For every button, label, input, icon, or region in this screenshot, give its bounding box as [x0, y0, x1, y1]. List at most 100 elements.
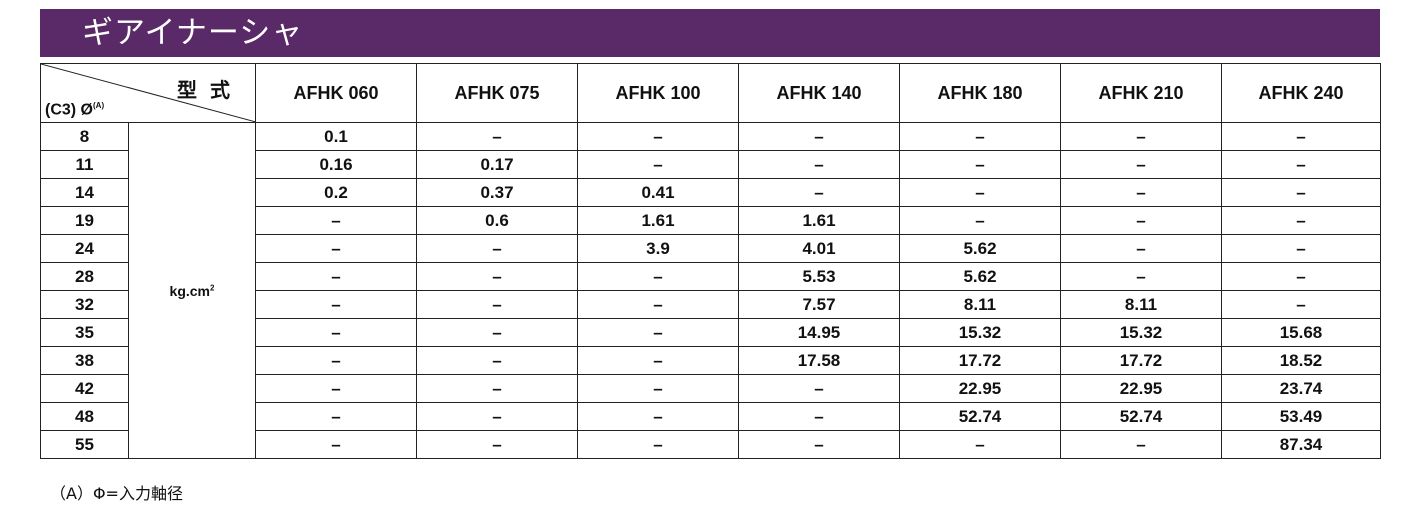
diameter-cell: 11 — [40, 150, 129, 179]
inertia-value-cell: 18.52 — [1221, 346, 1381, 375]
type-label: 型 式 — [177, 78, 233, 102]
table-row: 11 0.16 0.17– – – – – — [40, 150, 1381, 179]
inertia-value-cell: 0.16 — [255, 150, 417, 179]
inertia-value-cell: – — [416, 290, 578, 319]
footnote: （A）Φ=入力軸径 — [50, 484, 183, 503]
inertia-value-cell: – — [255, 430, 417, 459]
inertia-value-cell: – — [255, 234, 417, 263]
model-header: AFHK 075 — [416, 63, 578, 123]
inertia-table: 型 式 (C3) Ø(A) AFHK 060 AFHK 075 AFHK 100… — [40, 63, 1381, 459]
model-header: AFHK 180 — [899, 63, 1061, 123]
diameter-cell: 8 — [40, 122, 129, 151]
inertia-value-cell: 0.1 — [255, 122, 417, 151]
inertia-value-cell: – — [899, 150, 1061, 179]
inertia-value-cell: 15.32 — [1060, 318, 1222, 347]
diagonal-divider — [41, 64, 256, 122]
inertia-value-cell: – — [577, 122, 739, 151]
table-row: 48– – – –52.74 52.74 53.49 — [40, 402, 1381, 431]
diameter-cell: 32 — [40, 290, 129, 319]
inertia-value-cell: – — [899, 206, 1061, 235]
inertia-value-cell: 15.68 — [1221, 318, 1381, 347]
inertia-value-cell: – — [1221, 290, 1381, 319]
inertia-value-cell: 5.53 — [738, 262, 900, 291]
inertia-value-cell: – — [577, 318, 739, 347]
page-title: ギアイナーシャ — [82, 15, 304, 51]
model-header: AFHK 140 — [738, 63, 900, 123]
title-bar: ギアイナーシャ — [40, 9, 1380, 57]
inertia-value-cell: – — [738, 402, 900, 431]
inertia-value-cell: – — [1221, 122, 1381, 151]
model-header: AFHK 210 — [1060, 63, 1222, 123]
inertia-value-cell: – — [255, 346, 417, 375]
inertia-value-cell: – — [255, 318, 417, 347]
corner-header-cell: 型 式 (C3) Ø(A) — [40, 63, 256, 123]
inertia-value-cell: – — [1060, 122, 1222, 151]
inertia-value-cell: – — [1221, 206, 1381, 235]
inertia-value-cell: – — [416, 346, 578, 375]
inertia-value-cell: 1.61 — [577, 206, 739, 235]
inertia-value-cell: – — [738, 150, 900, 179]
inertia-value-cell: – — [255, 206, 417, 235]
inertia-value-cell: 0.6 — [416, 206, 578, 235]
inertia-value-cell: – — [577, 262, 739, 291]
table-row: 42– – – –22.95 22.95 23.74 — [40, 374, 1381, 403]
inertia-value-cell: 5.62 — [899, 262, 1061, 291]
inertia-value-cell: 15.32 — [899, 318, 1061, 347]
inertia-value-cell: 22.95 — [1060, 374, 1222, 403]
inertia-value-cell: – — [255, 290, 417, 319]
inertia-value-cell: 1.61 — [738, 206, 900, 235]
diameter-cell: 48 — [40, 402, 129, 431]
inertia-value-cell: 87.34 — [1221, 430, 1381, 459]
inertia-value-cell: – — [577, 150, 739, 179]
inertia-value-cell: 17.72 — [1060, 346, 1222, 375]
diameter-cell: 28 — [40, 262, 129, 291]
table-row: 28– – –5.53 5.62– – — [40, 262, 1381, 291]
inertia-value-cell: 14.95 — [738, 318, 900, 347]
inertia-value-cell: – — [899, 430, 1061, 459]
inertia-value-cell: – — [1221, 150, 1381, 179]
inertia-value-cell: – — [1221, 262, 1381, 291]
inertia-value-cell: 52.74 — [1060, 402, 1222, 431]
diameter-cell: 42 — [40, 374, 129, 403]
inertia-value-cell: – — [738, 122, 900, 151]
inertia-value-cell: 0.41 — [577, 178, 739, 207]
model-header: AFHK 100 — [577, 63, 739, 123]
inertia-value-cell: – — [577, 290, 739, 319]
inertia-value-cell: – — [1221, 178, 1381, 207]
diameter-cell: 24 — [40, 234, 129, 263]
inertia-value-cell: – — [416, 122, 578, 151]
table-row: 55– – – – – –87.34 — [40, 430, 1381, 459]
inertia-value-cell: – — [577, 430, 739, 459]
table-row: 38– – –17.58 17.72 17.72 18.52 — [40, 346, 1381, 375]
inertia-value-cell: – — [1060, 150, 1222, 179]
inertia-value-cell: 17.72 — [899, 346, 1061, 375]
inertia-value-cell: 7.57 — [738, 290, 900, 319]
inertia-value-cell: 22.95 — [899, 374, 1061, 403]
inertia-value-cell: – — [416, 430, 578, 459]
inertia-value-cell: 0.37 — [416, 178, 578, 207]
inertia-value-cell: – — [1060, 178, 1222, 207]
inertia-value-cell: 53.49 — [1221, 402, 1381, 431]
inertia-value-cell: – — [416, 374, 578, 403]
inertia-value-cell: 8.11 — [899, 290, 1061, 319]
model-header: AFHK 240 — [1221, 63, 1381, 123]
inertia-value-cell: 17.58 — [738, 346, 900, 375]
inertia-value-cell: 4.01 — [738, 234, 900, 263]
inertia-value-cell: 8.11 — [1060, 290, 1222, 319]
inertia-value-cell: 3.9 — [577, 234, 739, 263]
inertia-value-cell: – — [577, 346, 739, 375]
inertia-value-cell: – — [416, 402, 578, 431]
diameter-cell: 55 — [40, 430, 129, 459]
inertia-value-cell: – — [1060, 234, 1222, 263]
inertia-value-cell: – — [577, 374, 739, 403]
diameter-cell: 38 — [40, 346, 129, 375]
diameter-cell: 19 — [40, 206, 129, 235]
unit-cell: kg.cm2 — [128, 122, 256, 459]
inertia-value-cell: – — [1060, 206, 1222, 235]
inertia-value-cell: 5.62 — [899, 234, 1061, 263]
diameter-cell: 35 — [40, 318, 129, 347]
inertia-value-cell: – — [1060, 430, 1222, 459]
inertia-value-cell: 52.74 — [899, 402, 1061, 431]
table-row: 32– – –7.57 8.11 8.11– — [40, 290, 1381, 319]
table-row: 35– – –14.95 15.32 15.32 15.68 — [40, 318, 1381, 347]
